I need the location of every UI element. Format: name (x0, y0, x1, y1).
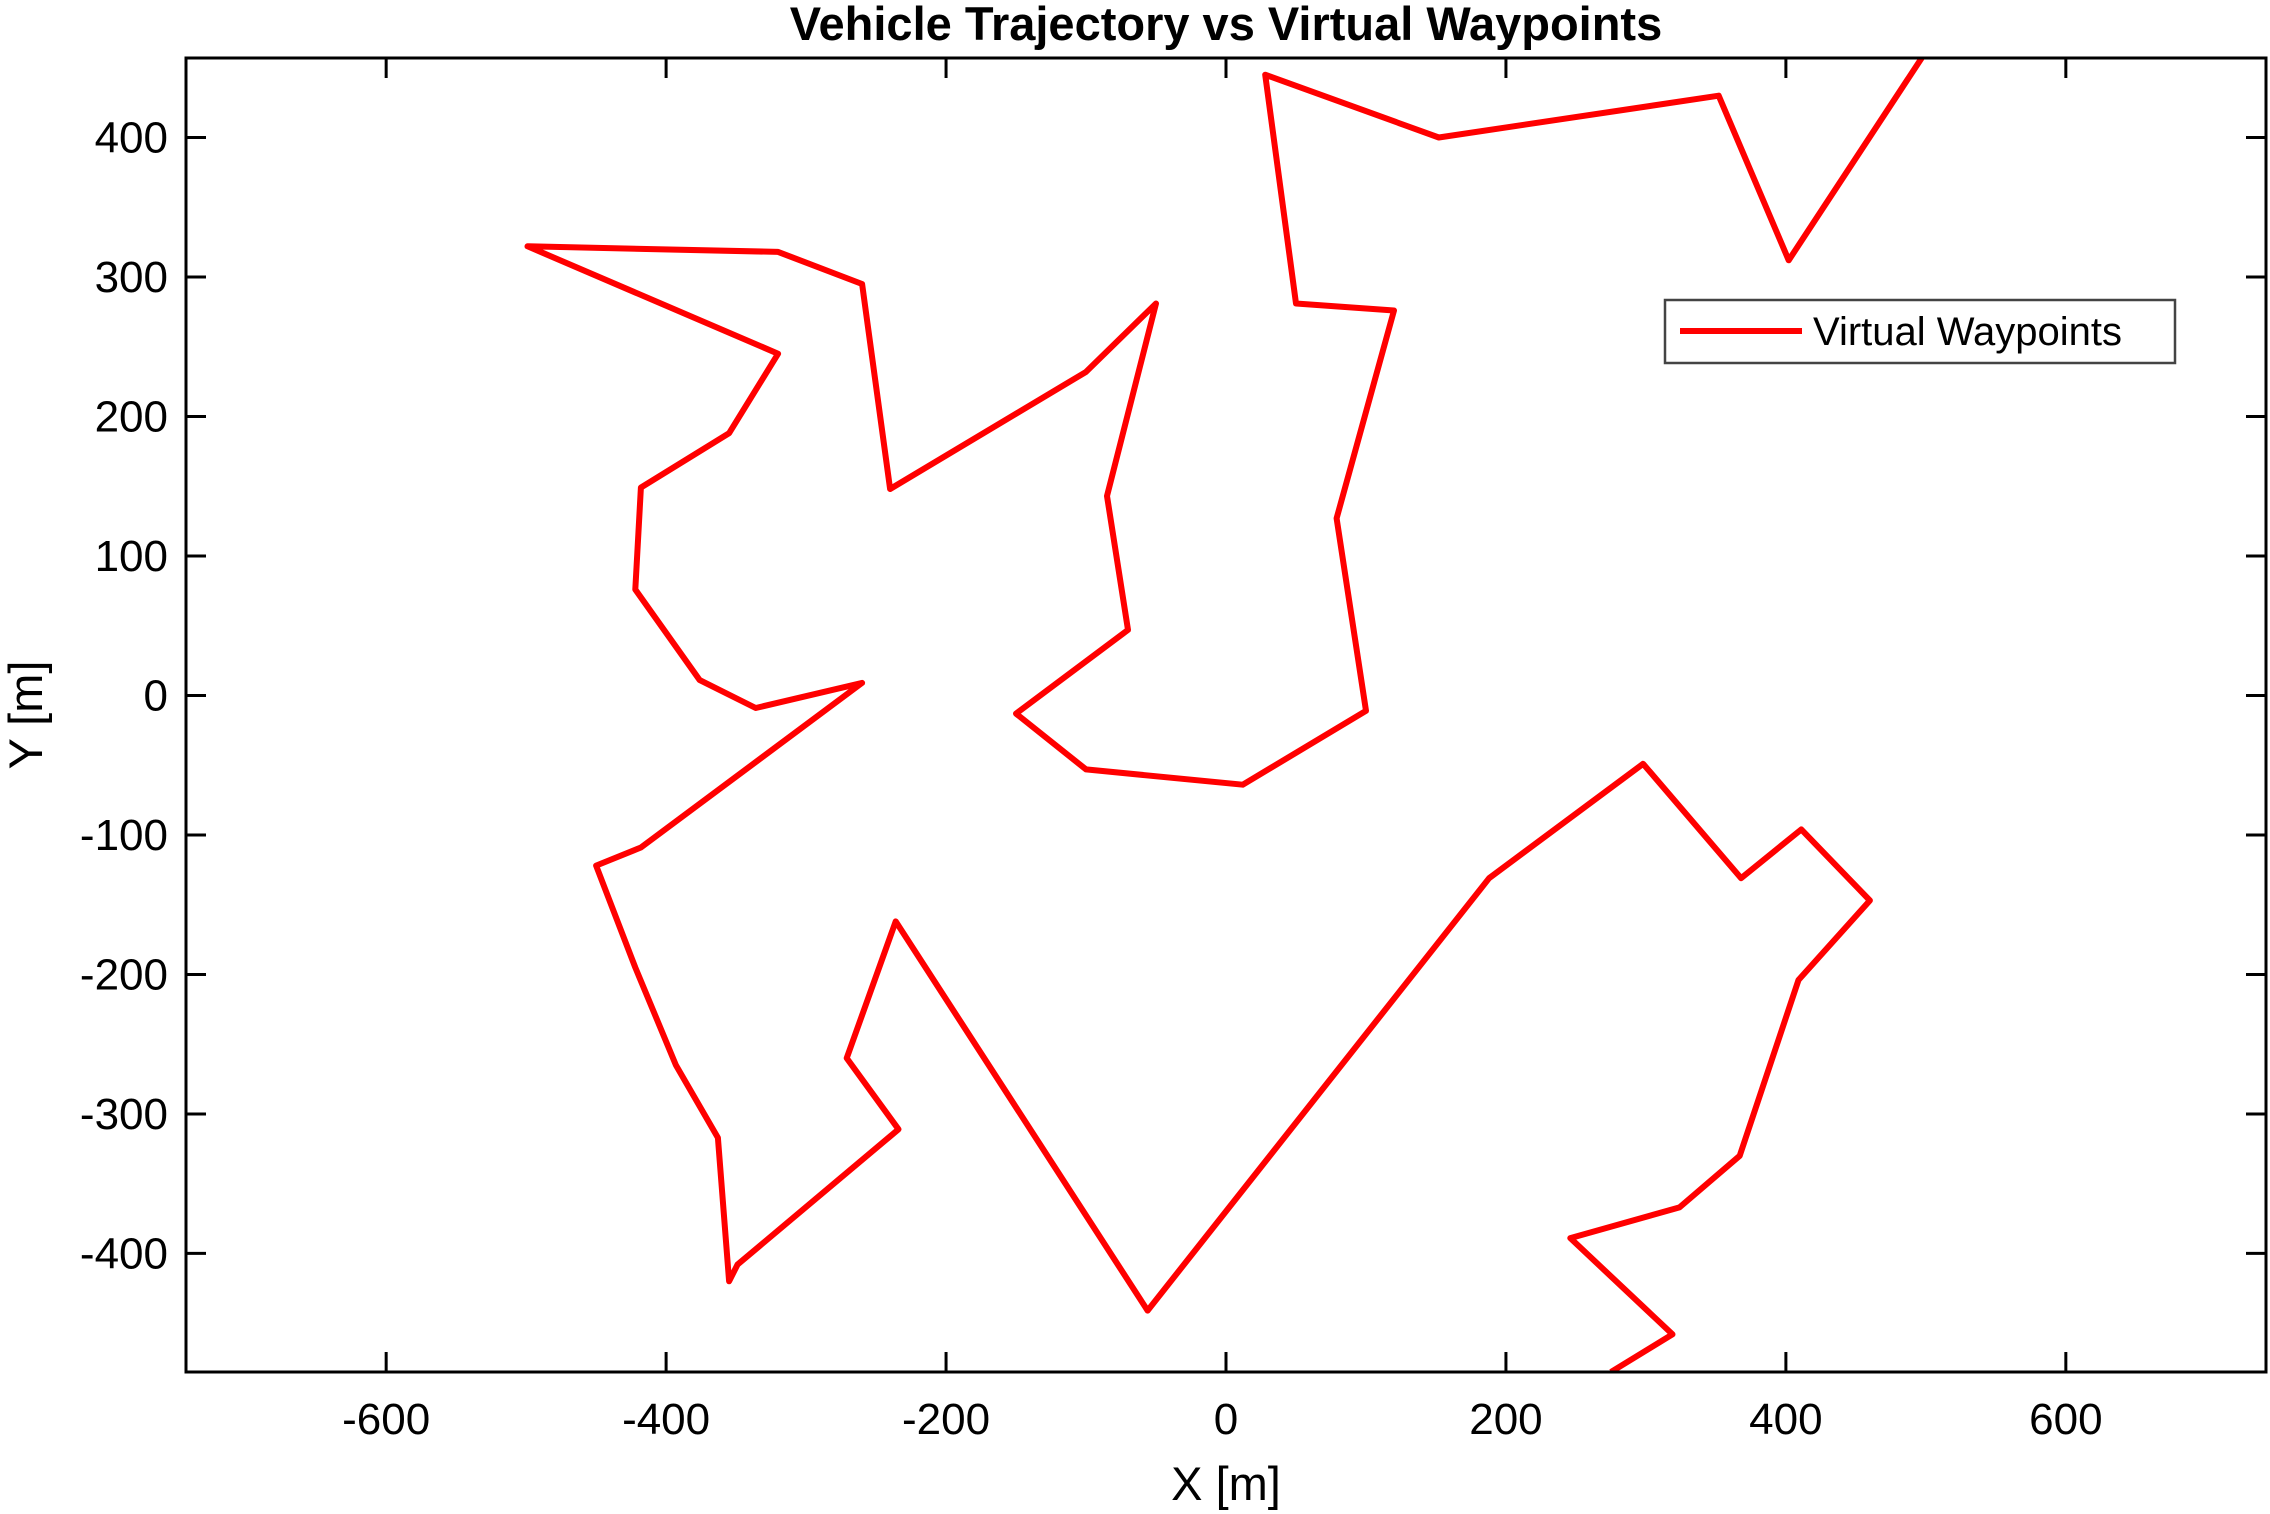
x-tick-label: 200 (1469, 1395, 1542, 1444)
y-tick-label: 100 (95, 532, 168, 581)
y-tick-label: 0 (144, 671, 168, 720)
y-axis: -400 -300 -200 -100 0 100 200 300 400 (80, 114, 2266, 1278)
plot-area-frame (184, 56, 2268, 1374)
x-tick-label: -400 (622, 1395, 710, 1444)
y-tick-label: -300 (80, 1090, 168, 1139)
legend-label-virtual-waypoints: Virtual Waypoints (1813, 310, 2122, 354)
x-tick-label: 400 (1749, 1395, 1822, 1444)
x-tick-label: 600 (2029, 1395, 2102, 1444)
y-tick-label: 200 (95, 392, 168, 441)
y-tick-label: 400 (95, 114, 168, 163)
x-axis: -600 -400 -200 0 200 400 600 (342, 58, 2103, 1444)
x-axis-label: X [m] (1171, 1457, 1281, 1510)
series-layer (524, 58, 1925, 1372)
x-tick-label: -600 (342, 1395, 430, 1444)
y-axis-label: Y [m] (0, 661, 52, 770)
y-tick-label: 300 (95, 253, 168, 302)
x-tick-label: -200 (902, 1395, 990, 1444)
series-line-virtual-waypoints (524, 58, 1925, 1372)
chart-title: Vehicle Trajectory vs Virtual Waypoints (790, 0, 1662, 50)
y-tick-label: -100 (80, 811, 168, 860)
y-tick-label: -200 (80, 950, 168, 999)
y-tick-label: -400 (80, 1229, 168, 1278)
x-tick-label: 0 (1214, 1395, 1238, 1444)
legend: Virtual Waypoints (1663, 298, 2177, 365)
